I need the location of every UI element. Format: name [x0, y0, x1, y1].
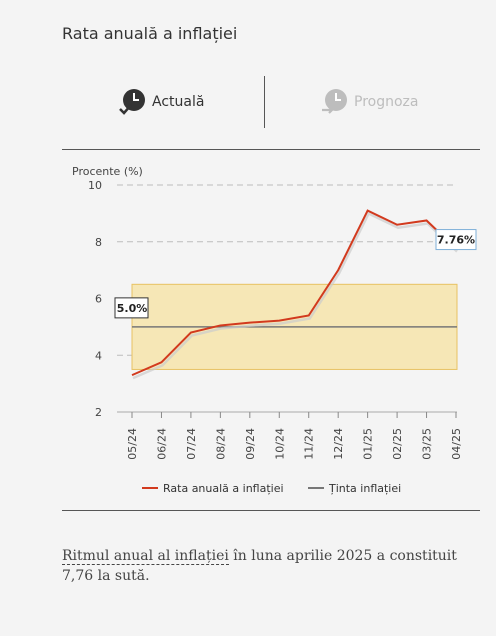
x-tick-label: 11/24: [303, 428, 316, 460]
legend-label-inflation: Rata anuală a inflației: [163, 482, 284, 495]
x-tick-label: 07/24: [185, 428, 198, 460]
y-axis-label: Procente (%): [72, 165, 143, 178]
x-tick-label: 09/24: [244, 428, 257, 460]
y-tick-label: 8: [95, 236, 102, 249]
inflation-line: [131, 209, 457, 377]
x-tick-label: 06/24: [155, 428, 168, 460]
y-tick-label: 2: [95, 406, 102, 419]
x-tick-label: 05/24: [126, 428, 139, 460]
tab-prognoza[interactable]: Prognoza: [320, 76, 418, 128]
inflation-end-label: 7.76%: [437, 234, 475, 247]
top-divider: [62, 149, 480, 150]
x-tick-label: 12/24: [332, 428, 345, 460]
x-tick-label: 01/25: [362, 428, 375, 460]
inflation-note: Ritmul anual al inflației în luna aprili…: [62, 546, 472, 586]
note-link[interactable]: Ritmul anual al inflației: [62, 548, 229, 565]
y-tick-label: 10: [88, 179, 102, 192]
legend-label-target: Ținta inflației: [328, 482, 401, 495]
inflation-end-label-box: [435, 229, 477, 251]
y-tick-label: 4: [95, 349, 102, 362]
x-tick-label: 02/25: [391, 428, 404, 460]
clock-check-icon: [119, 89, 145, 115]
clock-forecast-icon: [322, 89, 347, 114]
bottom-divider: [62, 510, 480, 511]
tab-prognoza-label: Prognoza: [354, 94, 419, 110]
page-title: Rata anuală a inflației: [62, 24, 238, 43]
tab-divider: [264, 76, 265, 128]
x-tick-label: 03/25: [421, 428, 434, 460]
inflation-line-shadow: [132, 211, 458, 380]
target-label-box: [114, 297, 149, 319]
view-tabs: Actuală Prognoza: [62, 76, 480, 128]
target-label: 5.0%: [117, 302, 148, 315]
x-tick-label: 10/24: [273, 428, 286, 460]
x-tick-label: 04/25: [450, 428, 463, 460]
y-tick-label: 6: [95, 293, 102, 306]
inflation-chart: Procente (%) 2 4 6 8 10 05/24 06/24 07/24 08/24 09…: [72, 165, 477, 495]
tab-actuala-label: Actuală: [152, 94, 205, 110]
x-tick-label: 08/24: [214, 428, 227, 460]
tab-actuala[interactable]: Actuală: [118, 76, 204, 128]
note-text: în luna aprilie 2025 a constituit 7,76 l…: [62, 548, 457, 584]
